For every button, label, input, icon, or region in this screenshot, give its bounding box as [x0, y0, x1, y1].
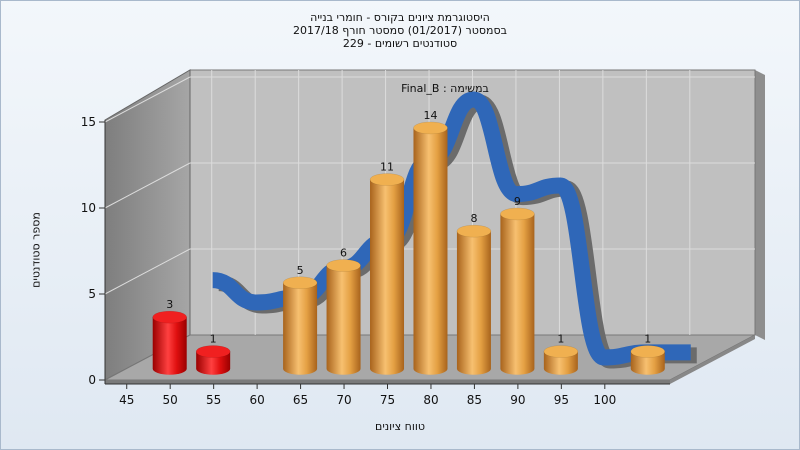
- x-tick-label: 90: [510, 393, 525, 407]
- bar-top: [413, 121, 448, 135]
- bar-body: [500, 213, 535, 375]
- y-tick-label: 15: [81, 115, 96, 129]
- bar-body: [630, 351, 665, 375]
- bar-77.5: 14: [413, 109, 448, 375]
- bar-data-label: 1: [644, 333, 651, 346]
- x-axis-label: טווח ציונים: [375, 420, 425, 433]
- x-tick-label: 60: [249, 393, 264, 407]
- floor-front-edge: [105, 380, 670, 384]
- y-tick-label: 10: [81, 201, 96, 215]
- chart-title-line-3: 229 - סטודנטים רשומים: [342, 37, 458, 50]
- bar-body: [196, 351, 231, 375]
- bar-62.5: 5: [282, 264, 318, 375]
- bar-102.5: 1: [630, 333, 666, 375]
- x-tick-label: 75: [380, 393, 395, 407]
- x-tick-label: 55: [206, 393, 221, 407]
- x-tick-label: 85: [467, 393, 482, 407]
- bar-87.5: 9: [500, 195, 535, 375]
- bar-data-label: 1: [210, 333, 217, 346]
- y-axis-label: מספר סטודנטים: [29, 212, 43, 288]
- bar-top: [152, 310, 187, 324]
- bar-top: [195, 345, 231, 358]
- bar-data-label: 11: [380, 161, 394, 174]
- x-tick-label: 65: [293, 393, 308, 407]
- floor-right-edge: [670, 335, 755, 384]
- bar-data-label: 9: [514, 195, 521, 208]
- bar-data-label: 1: [557, 333, 564, 346]
- bar-data-label: 14: [423, 109, 437, 122]
- bar-data-label: 5: [297, 264, 304, 277]
- bar-top: [456, 224, 492, 238]
- x-tick-label: 50: [163, 393, 178, 407]
- bar-body: [152, 317, 187, 375]
- grid-line: [104, 162, 191, 209]
- bar-67.5: 6: [326, 247, 361, 375]
- bar-top: [369, 173, 405, 186]
- chart-title-line-1: היסטוגרמת ציונים בקורס - חומרי בנייה: [310, 11, 490, 24]
- bar-body: [283, 282, 318, 375]
- right-depth-wall: [755, 70, 765, 340]
- bar-body: [370, 179, 405, 375]
- x-tick-label: 95: [554, 393, 569, 407]
- y-tick-label: 5: [88, 287, 96, 301]
- grid-line: [104, 248, 191, 295]
- bar-body: [413, 127, 448, 375]
- x-tick-label: 100: [593, 393, 616, 407]
- bar-52.5: 1: [195, 333, 231, 375]
- bar-data-label: 8: [470, 212, 477, 225]
- bar-92.5: 1: [543, 333, 579, 375]
- bar-body: [543, 351, 578, 375]
- grid-line: [104, 76, 191, 123]
- bar-top: [326, 259, 361, 272]
- bar-body: [456, 231, 491, 375]
- bar-body: [326, 265, 361, 375]
- bar-82.5: 8: [456, 212, 492, 375]
- bar-top: [500, 207, 535, 221]
- bar-data-label: 6: [340, 247, 347, 260]
- bar-47.5: 3: [152, 298, 187, 375]
- x-tick-label: 80: [423, 393, 438, 407]
- bar-top: [282, 276, 318, 289]
- bar-data-label: 3: [166, 298, 173, 311]
- x-tick-label: 45: [119, 393, 134, 407]
- y-tick-label: 0: [88, 373, 96, 387]
- bar-72.5: 11: [369, 161, 405, 375]
- chart-title-line-2: בסמסטר (01/2017) סמסטר חורף 2017/18: [293, 24, 507, 37]
- x-tick-label: 70: [336, 393, 351, 407]
- bar-top: [543, 345, 579, 358]
- bar-top: [630, 345, 666, 358]
- chart-annotation: Final_B : במשימה: [401, 82, 489, 95]
